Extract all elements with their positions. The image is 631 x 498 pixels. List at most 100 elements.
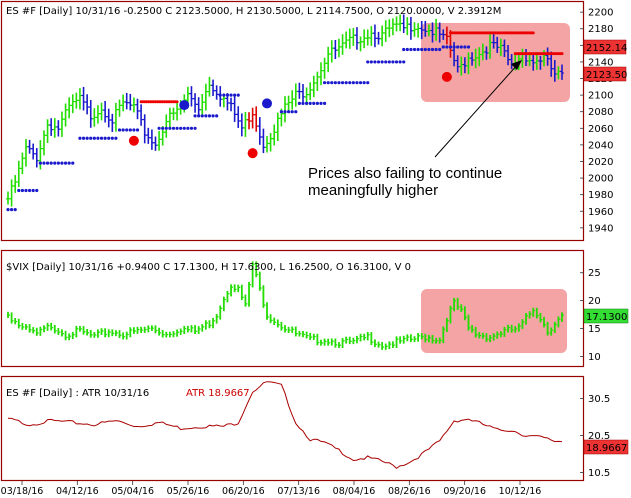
support-dot	[197, 114, 201, 118]
support-dot	[351, 81, 355, 85]
support-dot	[398, 60, 402, 64]
atr-tag-last-text: 18.9667	[586, 443, 627, 454]
price-tag-last	[583, 66, 627, 82]
vix-bar	[532, 307, 536, 317]
vix-bar	[32, 327, 36, 334]
vix-highlight-box	[421, 289, 567, 353]
vix-bar	[535, 307, 539, 319]
support-dot	[448, 45, 453, 49]
vix-bar	[237, 284, 241, 293]
support-dot	[207, 114, 212, 118]
vix-bar	[222, 296, 226, 312]
support-dot	[456, 45, 460, 49]
support-dot	[99, 136, 104, 140]
vix-bar	[410, 334, 413, 343]
support-dot	[128, 128, 132, 132]
vix-bar	[255, 261, 259, 278]
support-dot	[13, 208, 17, 212]
support-dot	[103, 136, 107, 140]
vix-bar	[392, 341, 395, 348]
vix-bar	[201, 324, 205, 332]
vix-bar	[503, 326, 507, 337]
support-dot	[182, 126, 186, 130]
vix-bar	[143, 326, 147, 333]
x-tick-label: 09/20/16	[443, 486, 486, 497]
vix-bar	[294, 326, 298, 337]
vix-bar	[186, 325, 190, 333]
support-dot	[301, 101, 305, 106]
vix-bar	[352, 337, 356, 345]
support-dot	[38, 161, 42, 165]
support-dot	[193, 126, 197, 130]
signal-dot	[128, 135, 139, 146]
price-bar	[560, 64, 564, 80]
vix-bar	[510, 324, 514, 333]
atr-series-label: ATR 18.9667	[186, 388, 250, 399]
support-dot	[402, 60, 406, 64]
price-y-tick-label: 2200	[588, 8, 613, 19]
vix-bar	[125, 331, 129, 340]
vix-series	[7, 261, 564, 350]
vix-bar	[345, 336, 349, 344]
support-dot	[412, 47, 417, 52]
price-y-tick-label: 2000	[588, 174, 613, 185]
support-dot	[135, 128, 140, 132]
price-y-tick-label: 2020	[588, 157, 613, 168]
vix-bar	[35, 327, 39, 336]
vix-bar	[82, 326, 86, 335]
vix-bar	[39, 326, 43, 336]
vix-bar	[280, 321, 284, 331]
vix-bar	[312, 333, 316, 340]
vix-bar	[118, 330, 122, 339]
atr-y-tick-label: 30.5	[588, 394, 610, 405]
support-dot	[340, 81, 345, 85]
support-dot	[110, 136, 114, 140]
vix-y-tick-label: 10	[588, 352, 601, 363]
support-dot	[218, 93, 222, 97]
vix-bar	[204, 320, 208, 330]
vix-bar	[399, 336, 403, 344]
support-dot	[330, 81, 334, 85]
vix-bar	[481, 332, 485, 339]
vix-tag-last-text: 17.1300	[586, 312, 627, 323]
support-dot	[430, 47, 435, 52]
vix-bar	[158, 327, 162, 336]
support-dot	[427, 47, 431, 52]
support-dot	[344, 81, 348, 85]
support-dot	[175, 126, 179, 130]
support-dot	[283, 110, 287, 114]
vix-bar	[129, 327, 133, 338]
signal-dot	[262, 98, 273, 109]
support-dot	[164, 126, 168, 130]
vix-bar	[381, 342, 385, 350]
support-dot	[168, 126, 172, 130]
support-dot	[308, 101, 312, 106]
vix-bar	[478, 332, 482, 339]
support-dot	[304, 101, 309, 106]
vix-bar	[402, 335, 406, 344]
vix-bar	[276, 319, 280, 328]
support-dot	[409, 47, 413, 52]
support-dot	[366, 60, 370, 64]
signal-dot	[441, 71, 452, 82]
vix-bar	[485, 333, 489, 343]
support-dot	[186, 126, 190, 130]
vix-bar	[75, 325, 79, 338]
vix-bar	[25, 324, 28, 330]
vix-bar	[406, 334, 410, 342]
price-y-tick-label: 2080	[588, 107, 613, 118]
vix-bar	[557, 316, 561, 328]
support-dot	[279, 110, 284, 114]
price-y-tick-label: 2100	[588, 91, 613, 102]
vix-bar	[496, 331, 500, 339]
vix-bar	[7, 311, 10, 318]
atr-line	[7, 381, 563, 470]
support-dot	[49, 161, 53, 165]
support-dot	[391, 60, 395, 64]
price-series	[6, 14, 564, 207]
support-dot	[286, 110, 291, 114]
resistance-dot	[531, 31, 535, 35]
resistance-lines	[139, 31, 564, 104]
support-dot	[233, 93, 237, 97]
